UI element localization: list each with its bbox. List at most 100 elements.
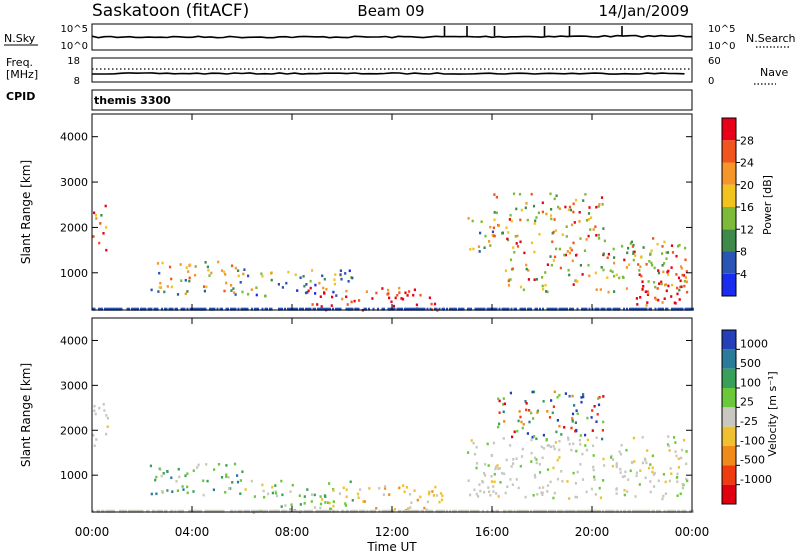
range-cell	[676, 480, 679, 483]
range-cell	[487, 464, 490, 467]
range-cell	[333, 282, 336, 286]
range-cell	[440, 509, 442, 513]
velocity-colorbar-band	[722, 407, 736, 427]
range-cell	[683, 509, 685, 513]
x-tick-label: 00:00	[675, 525, 710, 539]
freq-tick-top: 18	[67, 56, 80, 67]
range-cell	[607, 290, 610, 294]
range-cell	[437, 509, 439, 513]
range-cell	[198, 509, 201, 513]
range-cell	[667, 435, 670, 438]
range-cell	[372, 509, 375, 513]
range-cell	[595, 436, 598, 439]
range-cell	[568, 205, 572, 209]
range-cell	[345, 509, 348, 513]
range-cell	[189, 307, 192, 311]
range-cell	[507, 279, 510, 283]
range-cell	[677, 466, 680, 469]
range-cell	[680, 307, 682, 311]
range-cell	[530, 451, 533, 455]
range-cell	[514, 235, 517, 238]
range-cell	[182, 307, 184, 311]
range-cell	[641, 436, 644, 439]
range-cell	[665, 251, 668, 254]
range-cell	[585, 238, 588, 241]
range-cell	[633, 509, 636, 513]
range-cell	[566, 250, 569, 253]
range-cell	[569, 509, 571, 513]
range-cell	[568, 442, 571, 446]
range-cell	[341, 509, 343, 513]
range-cell	[184, 292, 187, 296]
range-cell	[615, 509, 618, 513]
range-cell	[653, 509, 655, 513]
range-cell	[96, 509, 99, 513]
range-cell	[645, 263, 648, 266]
range-cell	[302, 275, 305, 278]
range-cell	[623, 475, 626, 478]
range-cell	[368, 487, 371, 490]
range-cell	[647, 466, 651, 470]
range-cell	[339, 269, 342, 272]
range-cell	[546, 468, 550, 471]
range-cell	[166, 470, 169, 473]
range-cell	[535, 278, 538, 281]
noise-left-tick-top: 10^5	[61, 24, 88, 35]
range-cell	[302, 307, 304, 311]
range-cell	[455, 307, 457, 311]
range-cell	[509, 509, 511, 513]
range-cell	[569, 208, 572, 212]
range-cell	[551, 240, 554, 244]
range-cell	[609, 307, 612, 311]
range-cell	[672, 509, 675, 513]
range-cell	[434, 307, 436, 311]
range-cell	[587, 212, 591, 215]
range-cell	[461, 509, 463, 513]
range-cell	[675, 273, 678, 276]
range-cell	[608, 509, 610, 513]
range-cell	[657, 509, 660, 513]
range-cell	[528, 409, 531, 412]
range-cell	[497, 224, 500, 227]
range-cell	[405, 486, 409, 489]
range-cell	[318, 281, 321, 285]
range-cell	[533, 509, 535, 513]
range-cell	[679, 492, 682, 496]
range-cell	[285, 281, 288, 285]
range-cell	[147, 509, 150, 513]
range-cell	[284, 509, 286, 513]
range-cell	[414, 307, 417, 311]
range-cell	[210, 307, 213, 311]
range-cell	[645, 307, 648, 311]
range-cell	[99, 307, 102, 311]
range-cell	[493, 472, 496, 476]
range-cell	[497, 425, 500, 429]
range-cell	[324, 509, 327, 513]
range-cell	[684, 307, 687, 311]
y-tick-label: 3000	[60, 379, 88, 392]
range-cell	[525, 202, 528, 205]
range-cell	[498, 307, 501, 311]
range-cell	[662, 494, 665, 498]
range-cell	[311, 269, 314, 272]
range-cell	[597, 403, 601, 407]
range-cell	[488, 307, 490, 311]
range-cell	[202, 493, 205, 497]
range-cell	[114, 307, 117, 311]
range-cell	[645, 509, 648, 513]
range-cell	[92, 235, 95, 238]
range-cell	[592, 454, 595, 457]
range-cell	[624, 509, 627, 513]
range-cell	[684, 246, 687, 250]
range-cell	[661, 497, 664, 501]
range-cell	[484, 234, 487, 238]
range-cell	[128, 307, 130, 311]
range-cell	[335, 294, 338, 297]
range-cell	[255, 307, 258, 311]
range-cell	[332, 509, 334, 513]
range-cell	[467, 307, 469, 311]
range-cell	[155, 475, 158, 479]
range-cell	[93, 211, 96, 215]
range-cell	[144, 307, 147, 311]
range-cell	[332, 500, 335, 503]
